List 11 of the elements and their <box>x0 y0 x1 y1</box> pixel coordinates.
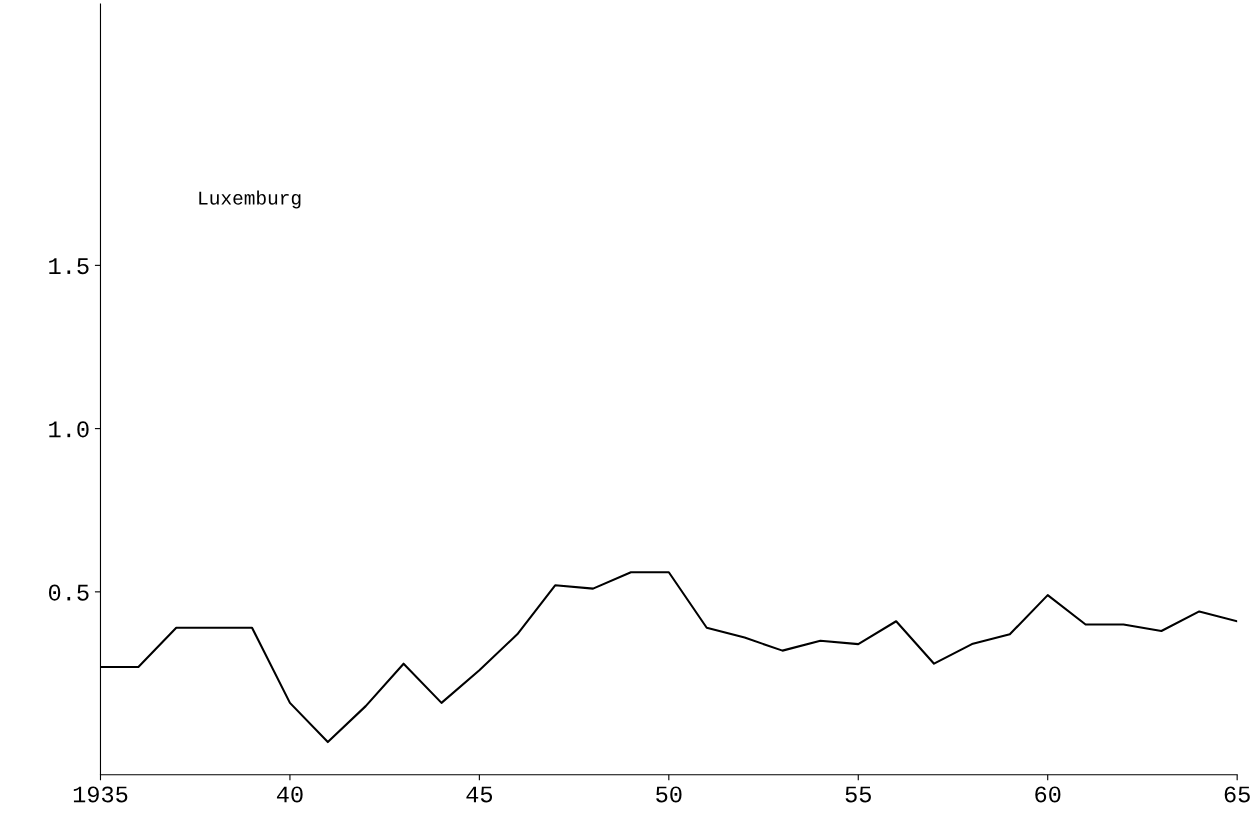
x-tick-label: 40 <box>276 786 303 803</box>
y-tick-label: 0.5 <box>48 584 89 601</box>
annotation: Luxemburg <box>199 190 301 209</box>
x-tick-label: 55 <box>845 786 871 803</box>
y-tick-label: 1.5 <box>49 258 89 275</box>
y-tick-label: 1.0 <box>49 421 89 438</box>
x-tick-label: 1935 <box>73 786 128 803</box>
x-tick-label: 50 <box>656 786 682 803</box>
x-tick-label: 60 <box>1035 786 1061 803</box>
x-tick-label: 45 <box>466 786 493 803</box>
x-tick-label: 65 <box>1224 786 1250 803</box>
